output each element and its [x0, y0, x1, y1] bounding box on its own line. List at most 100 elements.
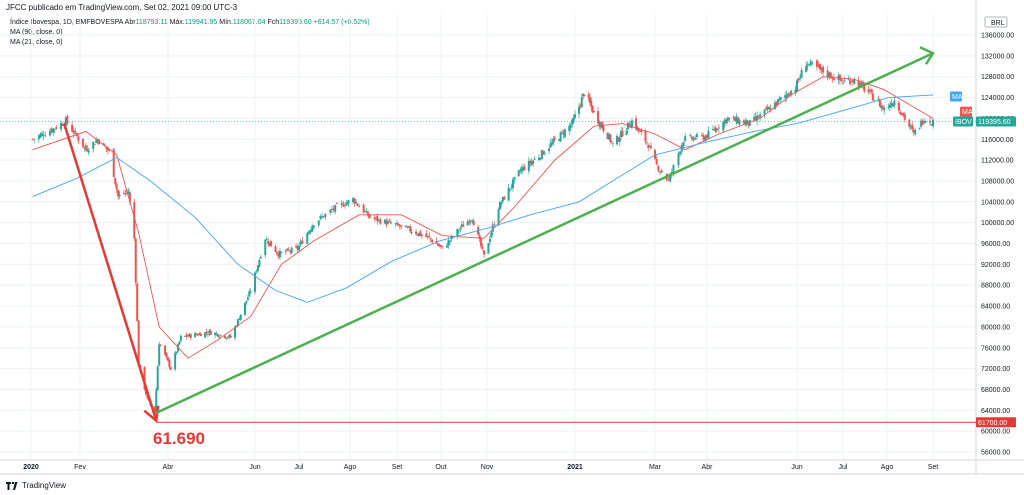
candle-body: [702, 135, 705, 140]
ma90-legend[interactable]: MA (90, close, 0): [10, 29, 63, 36]
candle: [591, 104, 594, 114]
candle-body: [53, 128, 56, 130]
candle-body: [409, 226, 412, 232]
candle: [33, 138, 36, 144]
candle: [468, 218, 471, 226]
candle-body: [887, 106, 890, 108]
candle: [53, 128, 56, 134]
candle: [598, 120, 601, 130]
candle-body: [195, 334, 198, 335]
candle-body: [572, 117, 575, 123]
candle-body: [322, 216, 325, 218]
candle-body: [629, 126, 632, 128]
candle: [744, 118, 747, 127]
candle: [205, 328, 208, 336]
candle-body: [214, 332, 217, 336]
candle: [897, 100, 900, 113]
candle: [307, 230, 310, 235]
candle-body: [155, 389, 158, 414]
x-tick-label: Jul: [839, 464, 848, 471]
candle: [921, 119, 924, 126]
candle-body: [799, 77, 802, 80]
candle-body: [306, 233, 309, 244]
candle: [520, 165, 523, 175]
candle-body: [344, 205, 347, 206]
candle: [156, 365, 159, 391]
candle-body: [877, 98, 880, 101]
candle: [324, 213, 327, 220]
candle: [165, 352, 168, 360]
candle-body: [268, 242, 271, 246]
candle: [136, 281, 139, 322]
candle: [404, 225, 407, 227]
candle-body: [249, 291, 252, 293]
candle-body: [548, 148, 551, 151]
candle-body: [255, 271, 258, 273]
candle-body: [115, 184, 118, 190]
candle-body: [500, 202, 503, 204]
candle-body: [289, 250, 292, 252]
candle: [259, 254, 262, 260]
candle-body: [574, 114, 576, 118]
candle: [667, 177, 670, 181]
candle: [647, 143, 650, 152]
candle-body: [168, 360, 171, 368]
x-tick-label: Mar: [649, 464, 662, 471]
candle-body: [301, 240, 304, 244]
candle-body: [517, 170, 520, 176]
candle: [853, 77, 856, 85]
candle-body: [649, 146, 652, 148]
candle: [756, 111, 759, 126]
brand-label: TradingView: [22, 481, 67, 490]
x-tick-label: 2021: [567, 464, 583, 471]
candle: [572, 114, 575, 125]
candle-body: [920, 120, 923, 127]
candle: [580, 94, 583, 108]
candle-body: [362, 204, 365, 213]
candle-body: [861, 81, 864, 86]
candle: [178, 341, 181, 345]
candle-body: [379, 219, 382, 224]
candle-body: [742, 120, 745, 124]
tradingview-brand[interactable]: TradingView: [6, 481, 66, 490]
candle-body: [784, 95, 787, 98]
y-tick-label: 76000.00: [981, 345, 1010, 352]
candle: [649, 142, 652, 150]
candle-body: [431, 239, 434, 243]
candle-body: [542, 151, 545, 155]
candle-body: [527, 160, 530, 171]
candle-body: [580, 97, 583, 108]
candle-body: [52, 128, 55, 133]
candle-body: [410, 231, 413, 233]
candle-body: [239, 314, 242, 320]
candle: [920, 118, 923, 129]
candle-body: [352, 198, 355, 202]
candle: [92, 141, 95, 153]
candle-body: [753, 116, 756, 121]
candle-body: [811, 62, 814, 64]
candle-body: [419, 231, 422, 236]
candle-body: [487, 243, 490, 254]
candle: [778, 95, 781, 102]
candle-body: [532, 160, 535, 164]
candle: [732, 115, 735, 121]
candle: [264, 238, 267, 258]
candle-body: [278, 250, 281, 258]
candle-body: [911, 125, 914, 130]
candle: [828, 72, 831, 80]
candle: [334, 204, 337, 215]
candle: [255, 269, 258, 274]
candle: [587, 91, 590, 101]
candle: [735, 113, 738, 126]
candle: [532, 159, 535, 168]
candle: [610, 140, 613, 143]
candle-body: [236, 319, 239, 326]
candle: [362, 203, 365, 215]
candle-body: [503, 196, 506, 200]
candle: [583, 94, 586, 97]
ma21-legend[interactable]: MA (21, close, 0): [10, 39, 63, 46]
candle-body: [725, 119, 728, 123]
candle-body: [847, 79, 850, 81]
candle-body: [189, 334, 192, 338]
